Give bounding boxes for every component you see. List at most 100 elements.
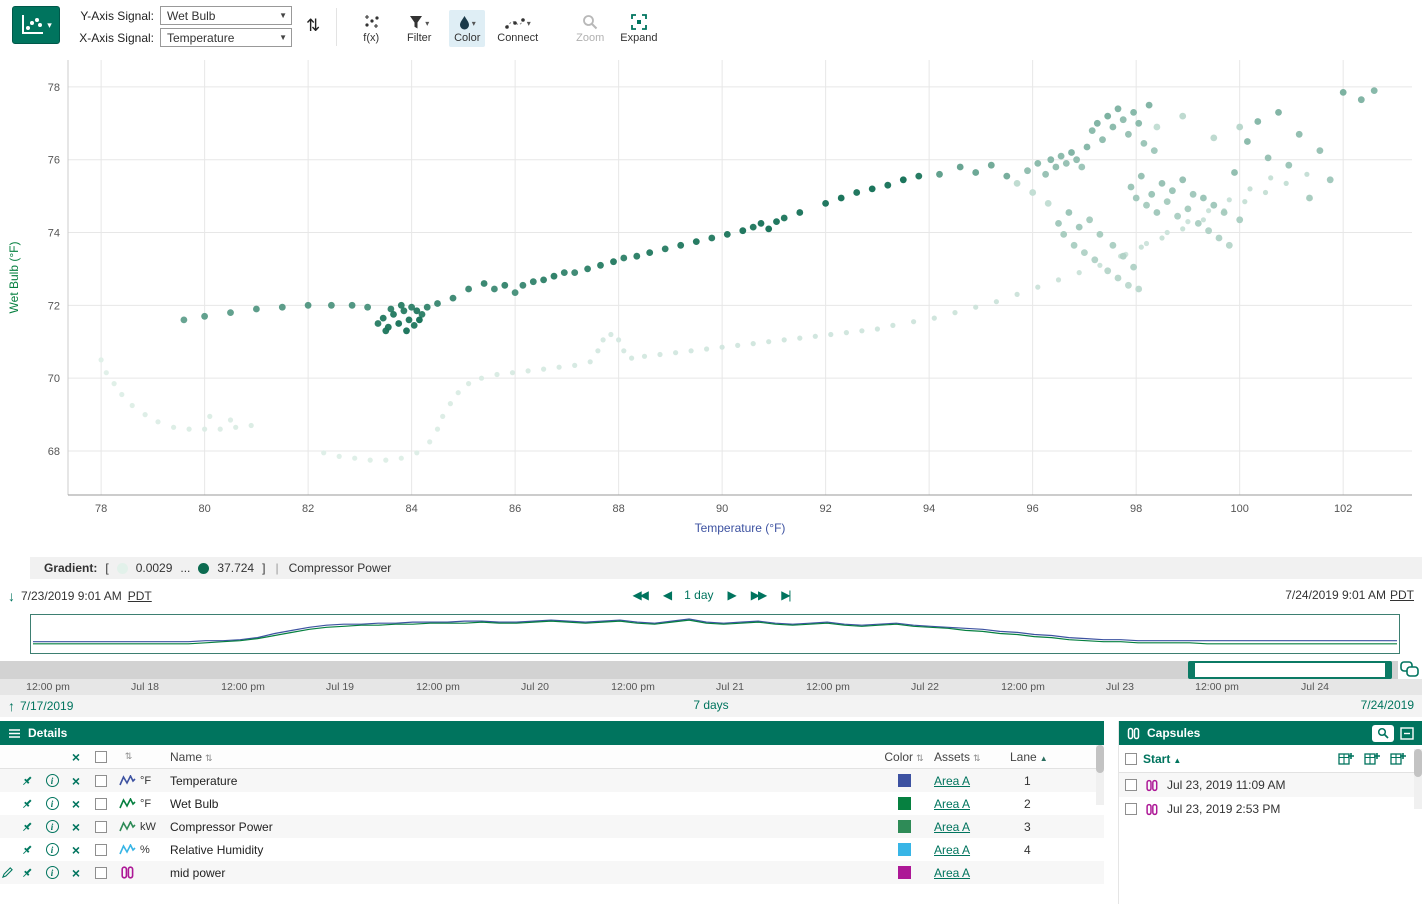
color-column-header[interactable]: Color ⇅ <box>884 749 924 764</box>
start-column-header[interactable]: Start ▲ <box>1143 751 1182 766</box>
scrubber-track[interactable] <box>0 661 1398 679</box>
fx-tool-button[interactable]: f(x) <box>353 10 389 44</box>
color-swatch[interactable] <box>897 774 911 787</box>
lane-column-header[interactable]: Lane ▲ <box>1010 749 1048 764</box>
add-stat-column-icon[interactable] <box>1338 752 1354 766</box>
trend-preview-box[interactable] <box>30 614 1400 654</box>
detail-row[interactable]: i × kW Compressor Power Area A 3 <box>0 815 1104 838</box>
scatter-chart[interactable]: 78 80 82 84 86 88 90 92 94 96 98 100 102 68 70 72 74 76 78… <box>0 56 1422 546</box>
info-icon[interactable]: i <box>45 820 59 833</box>
bottom-panels: Details × ⇅ Name ⇅ Color ⇅ Assets ⇅ Lane ▲ i… <box>0 721 1422 904</box>
range-duration-label[interactable]: 1 day <box>684 588 714 602</box>
color-swatch[interactable] <box>897 866 911 879</box>
pin-icon[interactable] <box>21 798 33 810</box>
display-range-start[interactable]: 7/23/2019 9:01 AM <box>21 589 122 603</box>
scrubber-selection[interactable] <box>1188 661 1392 679</box>
capsule-checkbox[interactable] <box>1125 803 1137 815</box>
display-range-end[interactable]: 7/24/2019 9:01 AM <box>1285 588 1386 602</box>
remove-icon[interactable]: × <box>71 818 81 835</box>
row-checkbox[interactable] <box>95 843 107 856</box>
detail-row[interactable]: i × mid power Area A <box>0 861 1104 884</box>
name-column-header[interactable]: Name ⇅ <box>170 749 213 764</box>
sort-icon[interactable]: ⇅ <box>205 752 213 763</box>
expand-tool-button[interactable]: Expand <box>620 10 658 44</box>
panel-splitter[interactable] <box>1104 721 1118 904</box>
color-tool-button[interactable]: ▾ Color <box>449 10 486 47</box>
pin-icon[interactable] <box>21 821 33 833</box>
chevron-down-icon: ▼ <box>279 11 287 20</box>
remove-icon[interactable]: × <box>71 841 81 858</box>
pin-icon[interactable] <box>21 844 33 856</box>
color-swatch[interactable] <box>897 797 911 810</box>
color-swatch[interactable] <box>897 820 911 833</box>
capsule-checkbox[interactable] <box>1125 779 1137 791</box>
scrubber-handle-left[interactable] <box>1188 661 1195 679</box>
detail-row[interactable]: i × % Relative Humidity Area A 4 <box>0 838 1104 861</box>
step-forward-half-button[interactable]: ▶ <box>727 588 737 602</box>
scatter-plot-tool-button[interactable]: ▾ <box>12 6 60 44</box>
signal-icon <box>118 821 136 832</box>
asset-link[interactable]: Area A <box>934 819 971 834</box>
pin-icon[interactable] <box>21 867 33 879</box>
collapse-panel-icon[interactable] <box>1400 726 1414 740</box>
sort-by-type-icon[interactable]: ⇅ <box>124 751 133 761</box>
remove-all-icon[interactable]: × <box>71 748 81 765</box>
info-icon[interactable]: i <box>45 843 59 856</box>
row-checkbox[interactable] <box>95 774 107 787</box>
detail-row[interactable]: i × °F Temperature Area A 1 <box>0 769 1104 792</box>
step-back-half-button[interactable]: ◀ <box>662 588 672 602</box>
remove-icon[interactable]: × <box>71 772 81 789</box>
svg-text:100: 100 <box>1230 503 1248 515</box>
step-back-full-button[interactable]: ◀◀ <box>632 588 649 602</box>
add-custom-column-icon[interactable] <box>1390 752 1406 766</box>
signal-icon <box>118 798 136 809</box>
capsules-select-all-checkbox[interactable] <box>1125 752 1137 765</box>
timezone-link[interactable]: PDT <box>1390 588 1414 602</box>
select-all-checkbox[interactable] <box>95 750 107 763</box>
info-icon[interactable]: i <box>45 866 59 879</box>
capsule-row[interactable]: Jul 23, 2019 2:53 PM <box>1119 797 1422 821</box>
remove-icon[interactable]: × <box>71 864 81 881</box>
investigate-start-arrow-icon[interactable]: ↑ <box>8 698 15 714</box>
details-scrollbar[interactable] <box>1096 745 1104 805</box>
row-checkbox[interactable] <box>95 797 107 810</box>
capsules-scrollbar[interactable] <box>1414 749 1422 809</box>
info-icon[interactable]: i <box>45 774 59 787</box>
asset-link[interactable]: Area A <box>934 773 971 788</box>
lane-number: 4 <box>1024 842 1031 857</box>
sort-ascending-icon: ▲ <box>1039 753 1048 763</box>
step-forward-full-button[interactable]: ▶▶ <box>750 588 768 602</box>
add-property-column-icon[interactable] <box>1364 752 1380 766</box>
remove-icon[interactable]: × <box>71 795 81 812</box>
connect-tool-button[interactable]: ▾ Connect <box>497 10 538 44</box>
investigate-range-end[interactable]: 7/24/2019 <box>1360 698 1414 712</box>
detail-row[interactable]: i × °F Wet Bulb Area A 2 <box>0 792 1104 815</box>
capsule-row[interactable]: Jul 23, 2019 11:09 AM <box>1119 773 1422 797</box>
asset-link[interactable]: Area A <box>934 796 971 811</box>
asset-link[interactable]: Area A <box>934 865 971 880</box>
investigate-range-duration[interactable]: 7 days <box>693 698 729 712</box>
investigate-range-start[interactable]: 7/17/2019 <box>20 699 74 713</box>
pin-icon[interactable] <box>21 775 33 787</box>
x-axis-signal-select[interactable]: Temperature ▼ <box>160 28 292 47</box>
y-axis-signal-select[interactable]: Wet Bulb ▼ <box>160 6 292 25</box>
color-swatch[interactable] <box>897 843 911 856</box>
step-to-now-button[interactable]: ▶| <box>781 588 791 602</box>
info-icon[interactable]: i <box>45 797 59 810</box>
capsule-time-toggle-icon[interactable] <box>1400 661 1420 680</box>
timezone-link[interactable]: PDT <box>127 589 152 603</box>
assets-column-header[interactable]: Assets ⇅ <box>934 749 981 764</box>
capsules-panel-header: Capsules <box>1119 721 1422 745</box>
asset-link[interactable]: Area A <box>934 842 971 857</box>
swap-axes-button[interactable]: ⇅ <box>300 16 326 35</box>
sort-icon[interactable]: ⇅ <box>973 752 981 763</box>
edit-icon[interactable] <box>1 867 13 878</box>
row-checkbox[interactable] <box>95 820 107 833</box>
row-checkbox[interactable] <box>95 866 107 879</box>
sort-icon[interactable]: ⇅ <box>916 752 924 763</box>
capsules-search-button[interactable] <box>1372 724 1394 742</box>
range-start-arrow-icon[interactable]: ↓ <box>8 588 15 604</box>
filter-tool-button[interactable]: ▾ Filter <box>401 10 437 44</box>
scrubber-handle-right[interactable] <box>1385 661 1392 679</box>
